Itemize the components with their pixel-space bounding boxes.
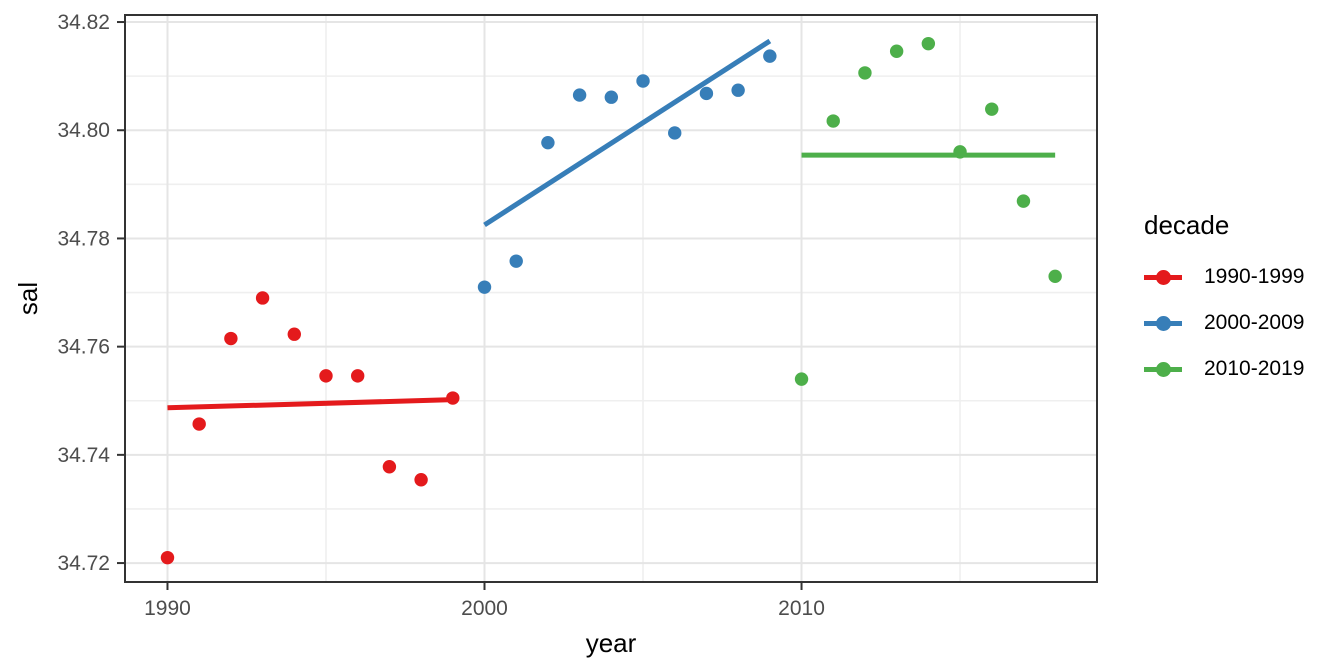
legend-key-red-line-dot-icon bbox=[1144, 267, 1182, 287]
data-point-1990-1999 bbox=[192, 417, 206, 431]
data-point-2000-2009 bbox=[509, 254, 523, 268]
data-point-2000-2009 bbox=[572, 88, 587, 102]
data-point-2010-2019 bbox=[985, 102, 999, 116]
y-tick-label: 34.72 bbox=[57, 552, 110, 575]
data-point-2010-2019 bbox=[794, 372, 809, 386]
y-tick-label: 34.74 bbox=[57, 444, 110, 467]
y-tick-label: 34.80 bbox=[57, 119, 110, 142]
x-tick-label: 1990 bbox=[144, 597, 191, 620]
y-tick-label: 34.78 bbox=[57, 227, 110, 250]
data-point-2000-2009 bbox=[731, 83, 745, 97]
panel-border bbox=[124, 14, 1098, 583]
data-point-2010-2019 bbox=[1048, 269, 1062, 284]
trend-line-1990-1999 bbox=[167, 397, 453, 411]
data-point-1990-1999 bbox=[319, 369, 333, 383]
data-point-2000-2009 bbox=[541, 135, 555, 150]
legend-item-2000-2009: 2000-2009 bbox=[1144, 300, 1340, 346]
legend-item-label: 2010-2019 bbox=[1204, 357, 1305, 380]
data-point-1990-1999 bbox=[160, 550, 175, 565]
x-tick-label: 2010 bbox=[778, 597, 825, 620]
x-tick-label: 2000 bbox=[461, 597, 508, 620]
data-point-1990-1999 bbox=[224, 331, 238, 346]
data-point-1990-1999 bbox=[414, 473, 428, 487]
legend-item-2010-2019: 2010-2019 bbox=[1144, 346, 1340, 392]
legend-item-label: 2000-2009 bbox=[1204, 311, 1305, 334]
legend-item-1990-1999: 1990-1999 bbox=[1144, 254, 1340, 300]
data-point-2000-2009 bbox=[668, 126, 682, 140]
y-tick-label: 34.82 bbox=[57, 11, 110, 34]
y-axis-title: sal bbox=[13, 282, 43, 315]
data-point-2010-2019 bbox=[921, 36, 936, 51]
data-point-2010-2019 bbox=[1016, 194, 1031, 208]
x-axis-title: year bbox=[586, 628, 637, 658]
trend-line-2000-2009 bbox=[483, 38, 772, 228]
data-point-2000-2009 bbox=[699, 86, 714, 101]
data-point-2010-2019 bbox=[826, 114, 840, 128]
data-point-1990-1999 bbox=[382, 460, 397, 474]
data-point-2010-2019 bbox=[858, 66, 872, 80]
legend-title: decade bbox=[1144, 210, 1230, 240]
data-point-1990-1999 bbox=[255, 291, 270, 305]
data-point-1990-1999 bbox=[287, 327, 301, 341]
data-point-1990-1999 bbox=[350, 369, 365, 383]
data-point-2000-2009 bbox=[763, 49, 777, 63]
legend: decade 1990-1999 2000-2009 2010-2019 bbox=[1144, 212, 1340, 392]
legend-key-blue-line-dot-icon bbox=[1144, 313, 1182, 333]
data-point-2010-2019 bbox=[889, 44, 904, 58]
legend-key-green-line-dot-icon bbox=[1144, 359, 1182, 379]
data-point-2000-2009 bbox=[604, 90, 619, 104]
data-point-2000-2009 bbox=[636, 74, 650, 88]
y-tick-label: 34.76 bbox=[57, 336, 110, 359]
data-point-2000-2009 bbox=[477, 280, 492, 294]
legend-item-label: 1990-1999 bbox=[1204, 265, 1305, 288]
